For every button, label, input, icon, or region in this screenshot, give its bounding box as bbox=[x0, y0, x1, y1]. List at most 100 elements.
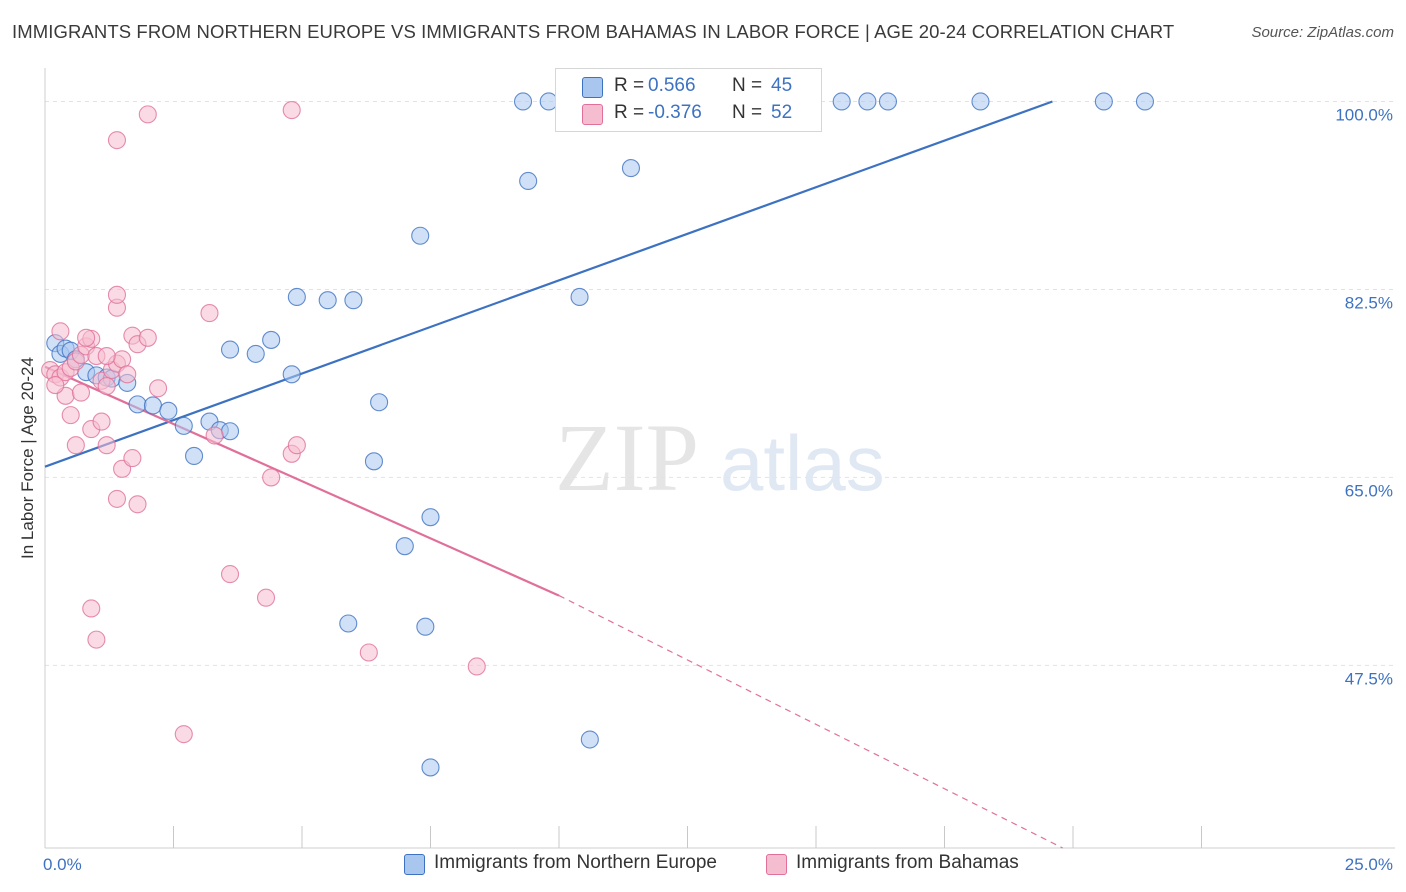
point-northern-europe bbox=[339, 614, 358, 633]
point-bahamas bbox=[46, 376, 65, 395]
point-bahamas bbox=[174, 725, 193, 744]
point-bahamas bbox=[97, 377, 116, 396]
point-northern-europe bbox=[971, 92, 990, 111]
point-bahamas bbox=[82, 599, 101, 618]
point-bahamas bbox=[97, 347, 116, 366]
x-tick-label: 0.0% bbox=[43, 855, 82, 874]
point-northern-europe bbox=[318, 291, 337, 310]
point-northern-europe bbox=[1135, 92, 1155, 111]
trend-line-bahamas-extrapolated bbox=[558, 595, 1063, 849]
point-northern-europe bbox=[364, 452, 384, 471]
bottom-legend-label: Immigrants from Bahamas bbox=[796, 852, 1019, 873]
point-northern-europe bbox=[395, 537, 414, 556]
point-bahamas bbox=[200, 304, 219, 323]
point-northern-europe bbox=[128, 395, 147, 414]
point-northern-europe bbox=[858, 92, 877, 111]
point-bahamas bbox=[149, 379, 168, 398]
point-northern-europe bbox=[143, 396, 162, 415]
point-northern-europe bbox=[519, 171, 538, 191]
watermark: ZIP atlas bbox=[555, 404, 885, 511]
y-tick-label: 47.5% bbox=[1345, 669, 1393, 688]
legend-r-value: -0.376 bbox=[648, 102, 702, 123]
chart-title: IMMIGRANTS FROM NORTHERN EUROPE VS IMMIG… bbox=[12, 21, 1175, 42]
point-northern-europe bbox=[282, 365, 301, 384]
point-northern-europe bbox=[159, 401, 178, 420]
point-bahamas bbox=[113, 350, 132, 369]
point-northern-europe bbox=[421, 508, 440, 527]
legend-n-value: 45 bbox=[771, 75, 793, 96]
point-northern-europe bbox=[344, 291, 363, 310]
point-bahamas bbox=[220, 565, 240, 584]
gridlines bbox=[45, 100, 1395, 666]
point-bahamas bbox=[205, 426, 224, 445]
trend-line-bahamas bbox=[44, 365, 560, 597]
point-northern-europe bbox=[220, 340, 240, 359]
point-bahamas bbox=[138, 105, 157, 124]
point-bahamas bbox=[359, 643, 378, 662]
point-northern-europe bbox=[416, 617, 435, 636]
legend-r-label: R = bbox=[614, 75, 645, 96]
point-northern-europe bbox=[832, 92, 851, 111]
point-northern-europe bbox=[370, 393, 389, 412]
source-credit: Source: ZipAtlas.com bbox=[1251, 24, 1394, 41]
legend-n-value: 52 bbox=[771, 102, 793, 123]
y-tick-label: 65.0% bbox=[1345, 481, 1393, 500]
trend-line-northern-europe bbox=[44, 100, 1053, 468]
bottom-legend-swatch-blue bbox=[404, 854, 425, 875]
axis-labels: 100.0% 82.5% 65.0% 47.5% 0.0% 25.0% bbox=[43, 105, 1393, 874]
legend-r-value: 0.566 bbox=[648, 75, 696, 96]
data-points bbox=[41, 92, 1155, 777]
point-northern-europe bbox=[621, 159, 641, 178]
point-bahamas bbox=[61, 406, 80, 425]
point-northern-europe bbox=[513, 92, 533, 111]
y-axis-title: In Labor Force | Age 20-24 bbox=[18, 357, 37, 559]
point-bahamas bbox=[262, 468, 281, 487]
legend-n-label: N = bbox=[732, 102, 763, 123]
point-bahamas bbox=[128, 495, 147, 514]
point-northern-europe bbox=[580, 730, 599, 749]
watermark-zip: ZIP bbox=[555, 404, 699, 511]
point-northern-europe bbox=[220, 422, 240, 441]
legend-n-label: N = bbox=[732, 75, 763, 96]
y-tick-label: 100.0% bbox=[1335, 105, 1393, 124]
stats-legend: R = 0.566 N = 45 R = -0.376 N = 52 bbox=[555, 68, 822, 132]
point-northern-europe bbox=[174, 416, 193, 435]
bottom-legend-swatch-pink bbox=[766, 854, 787, 875]
point-bahamas bbox=[51, 322, 70, 341]
point-northern-europe bbox=[287, 287, 306, 307]
point-bahamas bbox=[123, 449, 142, 468]
point-northern-europe bbox=[421, 758, 440, 777]
point-bahamas bbox=[282, 101, 301, 120]
point-northern-europe bbox=[246, 344, 265, 363]
point-bahamas bbox=[107, 131, 127, 150]
point-bahamas bbox=[92, 412, 111, 431]
point-northern-europe bbox=[1094, 92, 1113, 111]
point-bahamas bbox=[287, 436, 306, 455]
point-bahamas bbox=[467, 657, 486, 676]
point-bahamas bbox=[118, 365, 137, 384]
point-northern-europe bbox=[570, 287, 589, 307]
point-bahamas bbox=[107, 285, 127, 304]
point-bahamas bbox=[66, 436, 85, 455]
point-bahamas bbox=[71, 383, 91, 402]
axes bbox=[44, 68, 1395, 849]
point-northern-europe bbox=[878, 92, 898, 111]
point-northern-europe bbox=[411, 226, 430, 245]
bottom-legend-label: Immigrants from Northern Europe bbox=[434, 852, 717, 873]
legend-swatch-pink bbox=[582, 104, 603, 125]
point-bahamas bbox=[107, 489, 127, 508]
point-bahamas bbox=[77, 328, 96, 347]
x-tick-label: 25.0% bbox=[1345, 855, 1393, 874]
watermark-atlas: atlas bbox=[720, 419, 885, 507]
legend-r-label: R = bbox=[614, 102, 645, 123]
point-bahamas bbox=[97, 436, 116, 455]
point-bahamas bbox=[87, 630, 106, 649]
trend-lines bbox=[44, 100, 1063, 849]
point-bahamas bbox=[138, 328, 157, 347]
point-northern-europe bbox=[262, 330, 281, 349]
point-northern-europe bbox=[185, 446, 204, 465]
y-tick-label: 82.5% bbox=[1345, 293, 1393, 312]
legend-swatch-blue bbox=[582, 77, 603, 98]
point-bahamas bbox=[256, 588, 276, 607]
